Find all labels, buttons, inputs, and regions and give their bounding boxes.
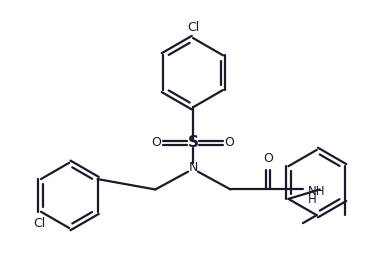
Text: N: N [188, 161, 198, 174]
Text: Cl: Cl [33, 217, 45, 230]
Text: NH: NH [308, 185, 325, 198]
Text: H: H [308, 193, 317, 206]
Text: S: S [188, 136, 198, 150]
Text: Cl: Cl [187, 21, 199, 34]
Text: O: O [263, 152, 273, 165]
Text: O: O [151, 136, 161, 149]
Text: O: O [225, 136, 235, 149]
